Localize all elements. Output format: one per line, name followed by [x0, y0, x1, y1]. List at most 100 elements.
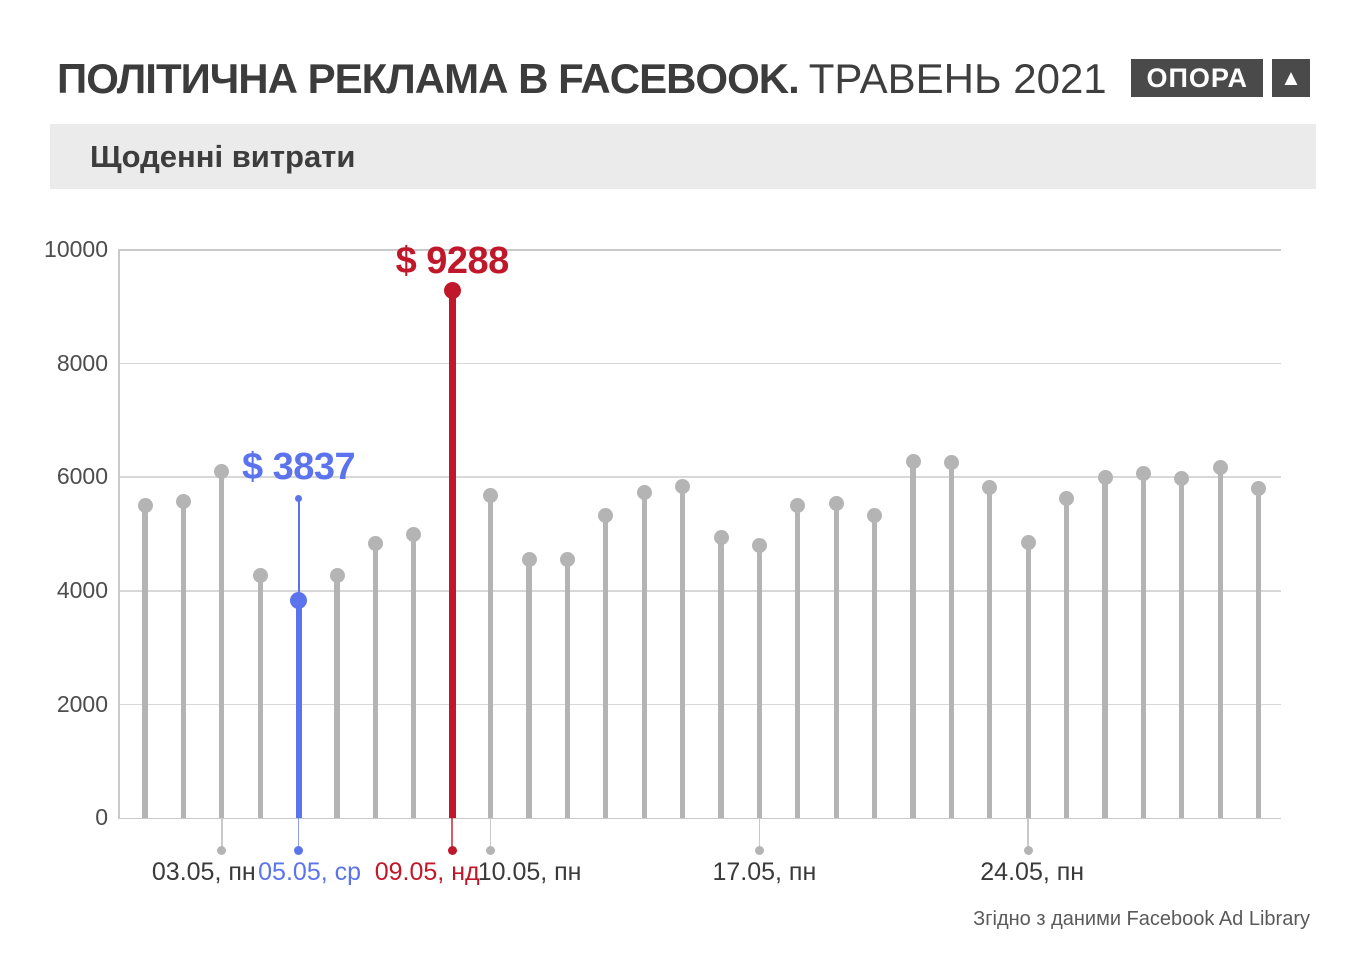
data-point-08.05	[406, 526, 422, 542]
data-point-29.05	[1212, 460, 1228, 476]
x-tick-line-3	[221, 818, 223, 850]
x-tick-line-24	[1027, 818, 1029, 850]
gridline	[118, 362, 1281, 365]
x-tick-dot-10	[486, 845, 496, 855]
data-point-15.05	[675, 478, 691, 494]
x-axis-label-24: 24.05, пн	[980, 858, 1085, 886]
data-source-note: Згідно з даними Facebook Ad Library	[973, 908, 1310, 930]
x-axis-label-3: 03.05, пн	[151, 858, 256, 886]
stem-19.05	[833, 503, 839, 819]
data-point-05.05	[290, 591, 308, 609]
data-point-20.05	[867, 508, 883, 524]
stem-10.05	[487, 495, 494, 819]
data-point-07.05	[367, 535, 383, 551]
x-tick-line-9	[451, 818, 453, 850]
chart-subtitle: Щоденні витрати	[90, 139, 356, 174]
data-point-24.05	[1020, 535, 1036, 551]
stem-02.05	[180, 501, 187, 819]
x-tick-dot-17	[754, 845, 764, 855]
data-point-16.05	[713, 529, 729, 545]
data-point-10.05	[483, 488, 499, 504]
stem-26.05	[1102, 477, 1108, 819]
stem-09.05	[448, 290, 456, 819]
data-point-22.05	[943, 455, 959, 471]
stem-30.05	[1255, 488, 1262, 819]
stem-01.05	[142, 505, 148, 819]
stem-25.05	[1063, 498, 1070, 819]
stem-13.05	[603, 515, 609, 819]
x-tick-dot-9	[447, 845, 457, 855]
data-point-01.05	[137, 498, 153, 514]
stem-21.05	[910, 461, 916, 819]
x-axis-label-10: 10.05, пн	[477, 858, 582, 886]
stem-11.05	[526, 559, 532, 819]
stem-29.05	[1217, 467, 1223, 819]
data-point-14.05	[636, 485, 652, 501]
data-point-17.05	[751, 538, 767, 554]
data-point-18.05	[790, 498, 806, 514]
value-label-09.05: $ 9288	[395, 240, 510, 282]
page-title-period: ТРАВЕНЬ 2021	[808, 55, 1107, 102]
stem-08.05	[411, 534, 417, 819]
opora-logo-text-box: ОПОРА	[1131, 59, 1263, 97]
stem-15.05	[679, 486, 686, 819]
data-point-26.05	[1097, 469, 1113, 485]
data-point-25.05	[1059, 491, 1075, 507]
x-tick-line-5	[297, 818, 300, 850]
x-axis-label-17: 17.05, пн	[712, 858, 817, 886]
stem-27.05	[1140, 473, 1147, 819]
x-axis-label-9: 09.05, нд	[374, 858, 480, 886]
page-title-main: ПОЛІТИЧНА РЕКЛАМА В FACEBOOK.	[57, 55, 800, 102]
data-point-13.05	[598, 508, 614, 524]
x-tick-line-10	[489, 818, 492, 850]
x-tick-dot-24	[1023, 845, 1033, 855]
stem-23.05	[987, 487, 993, 819]
data-point-04.05	[252, 568, 268, 584]
stem-24.05	[1025, 542, 1031, 819]
gridline	[118, 249, 1281, 251]
y-axis-tick-label: 4000	[56, 576, 108, 603]
x-tick-line-17	[758, 818, 761, 850]
stem-28.05	[1179, 478, 1185, 819]
opora-logo: ОПОРА ▲	[1131, 59, 1310, 97]
stem-03.05	[219, 471, 225, 819]
data-point-09.05	[443, 281, 461, 299]
opora-logo-triangle-box: ▲	[1272, 59, 1310, 97]
triangle-icon: ▲	[1280, 65, 1302, 90]
gridline	[118, 590, 1281, 592]
data-point-21.05	[905, 453, 921, 469]
stem-05.05	[295, 600, 302, 819]
y-axis-tick-label: 0	[95, 804, 108, 831]
y-axis-tick-label: 10000	[44, 235, 108, 262]
value-label-05.05: $ 3837	[241, 446, 356, 488]
x-axis-label-5: 05.05, ср	[258, 858, 362, 886]
y-axis-tick-label: 8000	[56, 349, 108, 376]
stem-14.05	[641, 492, 647, 819]
leader-dot-05.05	[295, 494, 303, 502]
stem-18.05	[795, 505, 801, 819]
data-point-19.05	[828, 496, 844, 512]
x-axis-line	[118, 817, 1281, 820]
stem-06.05	[334, 575, 340, 819]
data-point-28.05	[1174, 470, 1190, 486]
data-point-06.05	[329, 568, 345, 584]
y-axis-tick-label: 2000	[56, 690, 108, 717]
y-axis-tick-label: 6000	[56, 463, 108, 490]
opora-logo-text: ОПОРА	[1146, 62, 1248, 93]
y-axis-line	[118, 249, 120, 819]
x-tick-dot-3	[217, 845, 227, 855]
data-point-12.05	[559, 551, 575, 567]
leader-line-05.05	[297, 498, 300, 601]
stem-12.05	[564, 559, 571, 819]
stem-04.05	[257, 575, 263, 819]
stem-20.05	[871, 515, 878, 819]
data-point-11.05	[521, 552, 537, 568]
stem-07.05	[372, 543, 379, 819]
data-point-30.05	[1251, 481, 1267, 497]
stem-16.05	[718, 537, 724, 819]
x-tick-dot-5	[294, 845, 304, 855]
stem-17.05	[756, 545, 763, 819]
stem-22.05	[948, 462, 955, 819]
